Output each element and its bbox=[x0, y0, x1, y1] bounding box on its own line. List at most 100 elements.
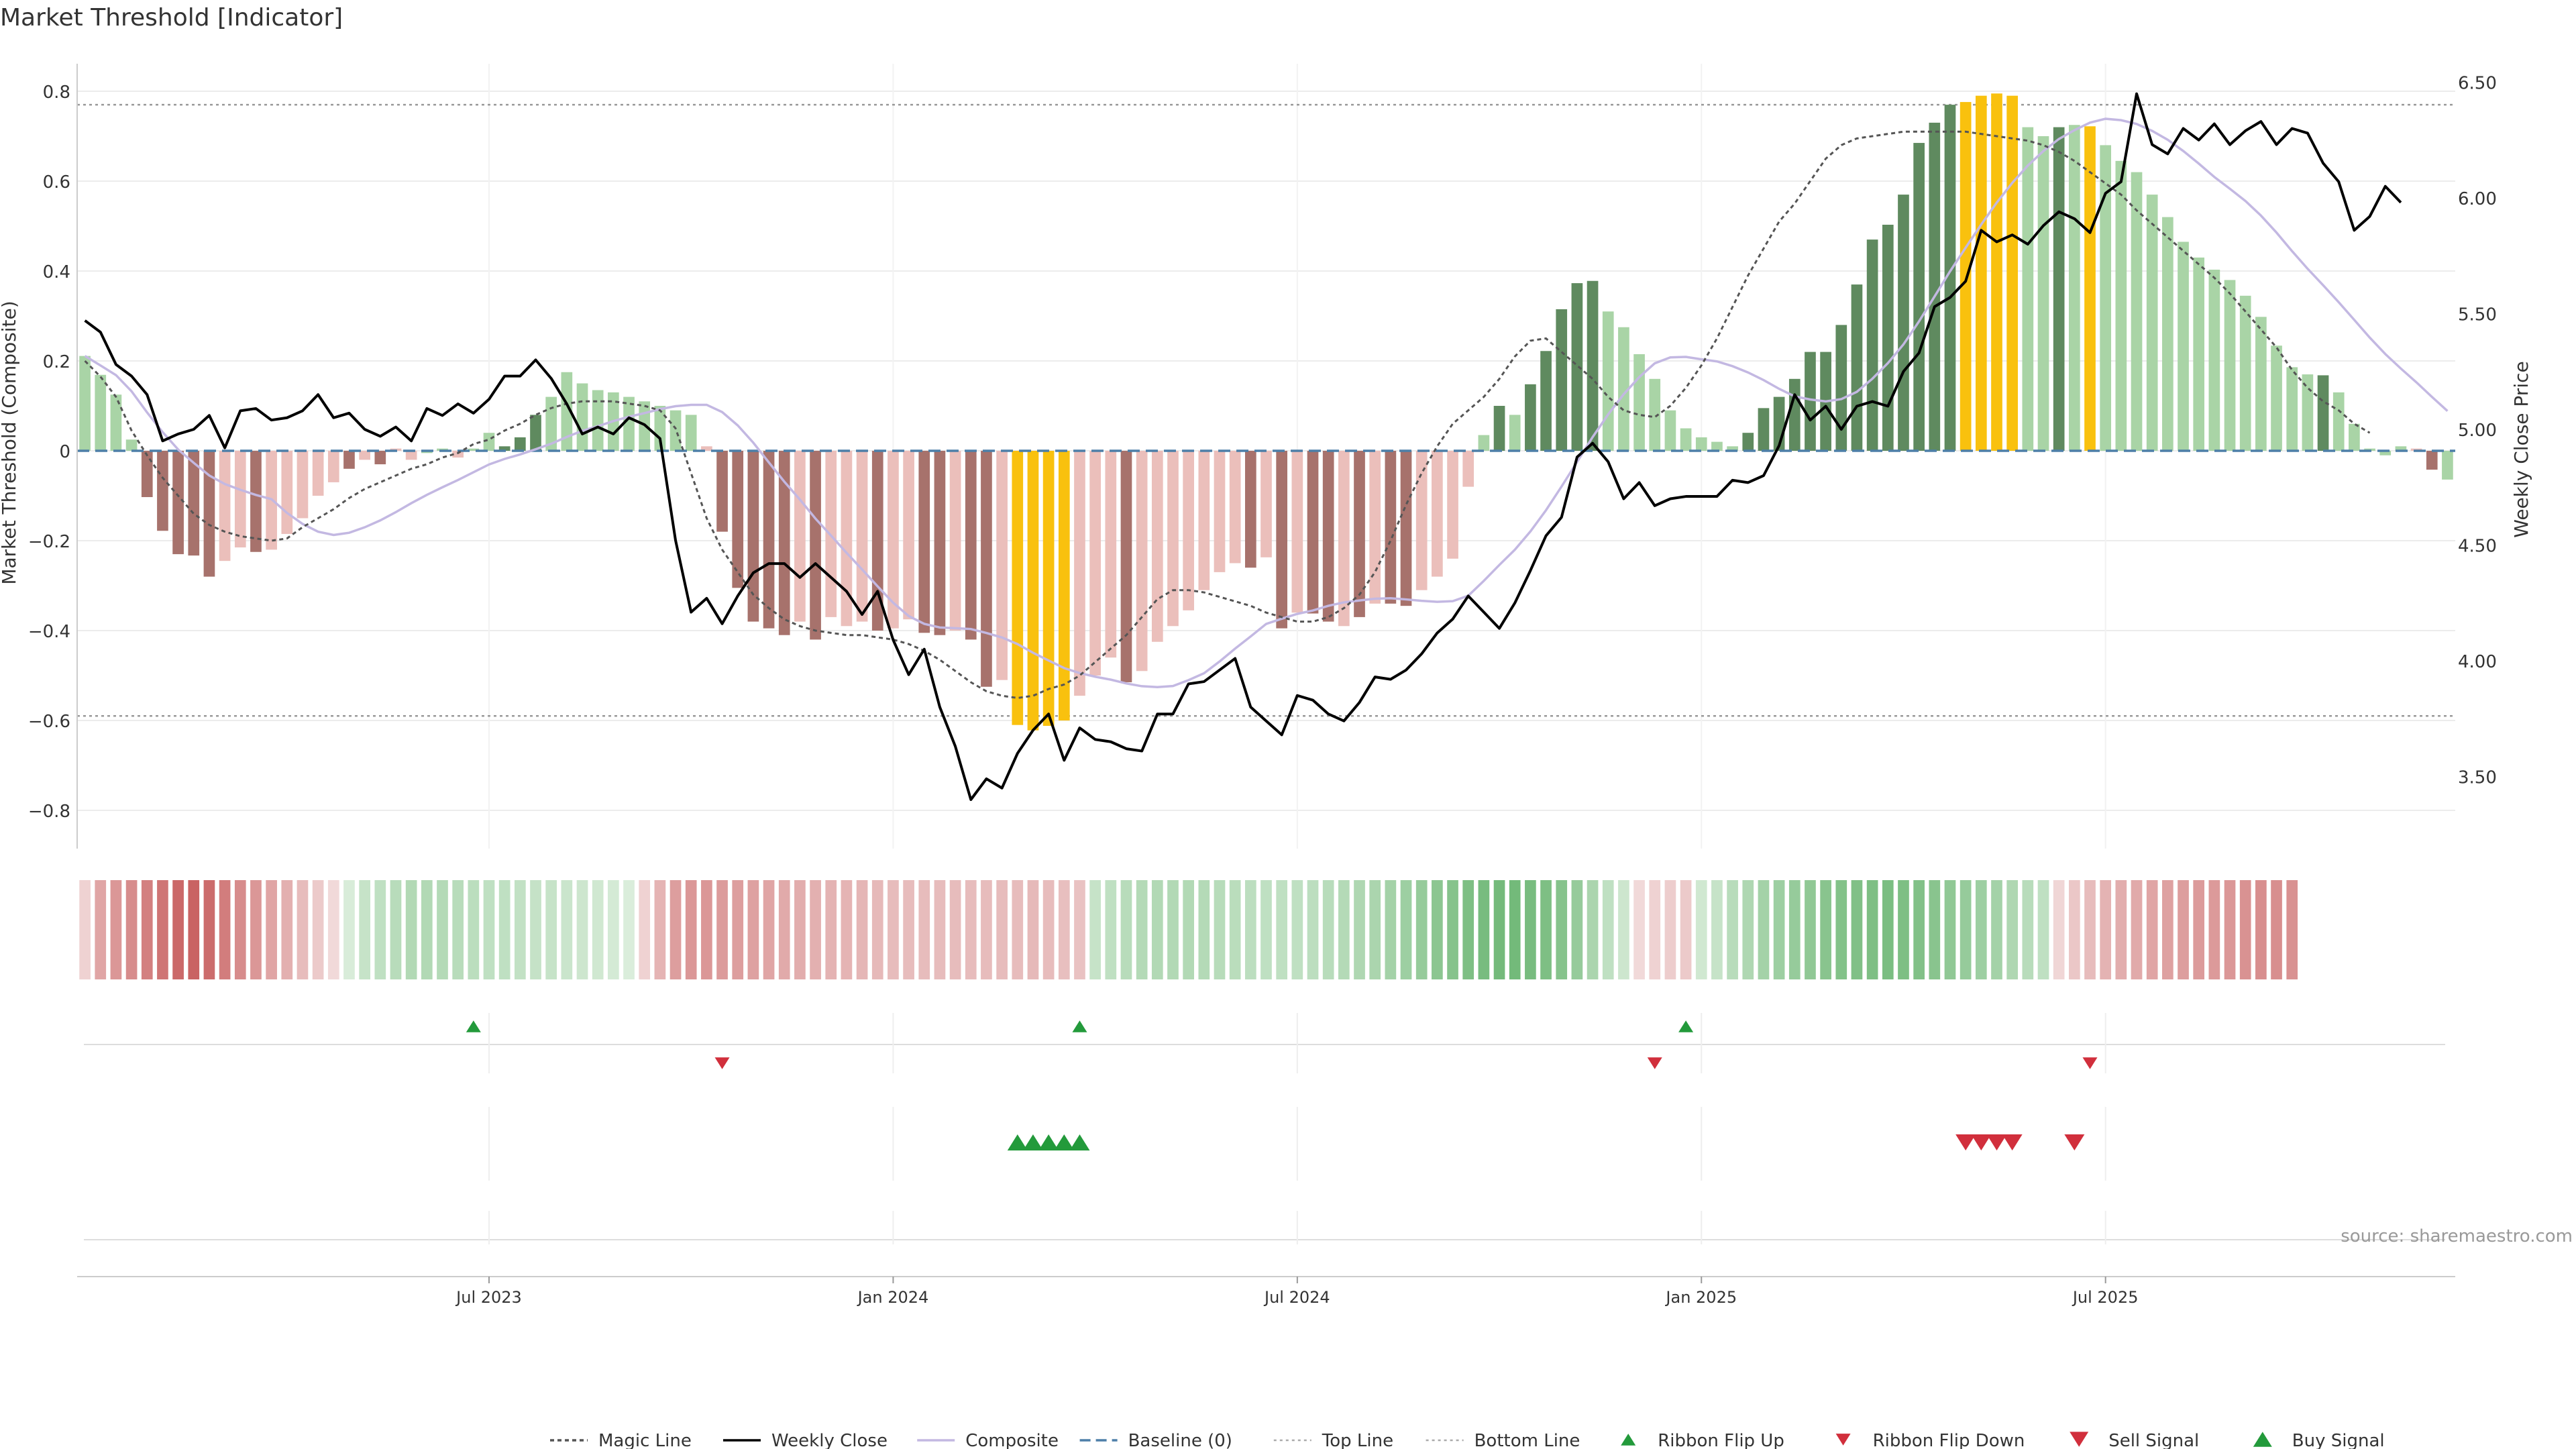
composite-bar bbox=[2053, 127, 2065, 451]
composite-bar bbox=[250, 451, 262, 552]
ribbon-cell bbox=[1929, 880, 1941, 979]
composite-bar bbox=[359, 451, 370, 460]
x-axis: Jul 2023 Jan 2024 Jul 2024 Jan 2025 Jul 2025 bbox=[77, 1276, 2455, 1307]
weekly-close-line bbox=[84, 92, 2402, 801]
ribbon-cell bbox=[1151, 880, 1163, 979]
ribbon-cell bbox=[1711, 880, 1723, 979]
ribbon-cell bbox=[825, 880, 837, 979]
ribbon-cell bbox=[732, 880, 744, 979]
ribbon-cell bbox=[871, 880, 883, 979]
composite-bar bbox=[2006, 95, 2018, 451]
composite-bar bbox=[701, 446, 712, 451]
y-tick-label-right: 6.50 bbox=[2458, 74, 2497, 94]
x-tick-label: Jan 2025 bbox=[1664, 1288, 1737, 1307]
composite-bar bbox=[2178, 241, 2189, 451]
ribbon-cell bbox=[1540, 880, 1552, 979]
composite-bar bbox=[1447, 451, 1458, 559]
composite-bar bbox=[841, 451, 853, 627]
sell-signal-marker bbox=[2064, 1134, 2085, 1150]
composite-bar bbox=[1618, 327, 1629, 451]
ribbon-cell bbox=[95, 880, 107, 979]
composite-bar bbox=[498, 446, 511, 451]
composite-bar bbox=[778, 451, 790, 635]
ribbon-cell bbox=[1742, 880, 1754, 979]
composite-bar bbox=[95, 374, 107, 451]
composite-bar bbox=[1788, 378, 1801, 451]
composite-bar bbox=[2208, 269, 2220, 451]
ribbon-cell bbox=[654, 880, 666, 979]
sell-signal-marker bbox=[1986, 1134, 2007, 1150]
ribbon-cell bbox=[1835, 880, 1847, 979]
ribbon-cell bbox=[1354, 880, 1365, 979]
legend-swatch bbox=[1621, 1434, 1636, 1446]
ribbon-cell bbox=[608, 880, 619, 979]
composite-bar bbox=[685, 415, 697, 451]
composite-bar bbox=[1167, 451, 1179, 627]
composite-bar bbox=[1400, 451, 1412, 606]
y-tick-label-left: 0.2 bbox=[43, 352, 70, 372]
y-axis-right-label: Weekly Close Price bbox=[2510, 361, 2532, 537]
sell-signal-marker bbox=[1971, 1134, 1992, 1150]
composite-bar bbox=[219, 451, 231, 561]
ribbon-cell bbox=[2178, 880, 2189, 979]
ribbon-cell bbox=[1571, 880, 1583, 979]
composite-bar bbox=[2146, 195, 2158, 451]
axes: 0.8 0.6 0.4 0.2 0 −0.2 −0.4 −0.6 −0.8 6.50 6.00 5.5… bbox=[28, 64, 2497, 849]
ribbon-cell bbox=[327, 880, 339, 979]
composite-bar bbox=[2317, 375, 2329, 451]
composite-bar bbox=[1556, 309, 1568, 451]
legend-swatch bbox=[1835, 1434, 1851, 1446]
ribbon-cell bbox=[794, 880, 806, 979]
ribbon-cell bbox=[1851, 880, 1863, 979]
composite-line bbox=[84, 117, 2449, 688]
ribbon-cell bbox=[1089, 880, 1101, 979]
ribbon-cell bbox=[483, 880, 495, 979]
legend-item: Buy Signal bbox=[2253, 1431, 2385, 1449]
ribbon-cell bbox=[2053, 880, 2065, 979]
composite-bar bbox=[1151, 451, 1163, 642]
ribbon-cell bbox=[1307, 880, 1319, 979]
ribbon-cell bbox=[2115, 880, 2127, 979]
ribbon-cell bbox=[1773, 880, 1785, 979]
composite-bar bbox=[1058, 451, 1070, 720]
legend-item: Composite bbox=[917, 1431, 1059, 1449]
ribbon-cell bbox=[918, 880, 930, 979]
composite-bar bbox=[2239, 295, 2251, 451]
threshold-lines bbox=[77, 103, 2455, 717]
composite-bar bbox=[576, 383, 588, 451]
ribbon-cell bbox=[1525, 880, 1536, 979]
ribbon-cell bbox=[716, 880, 728, 979]
ribbon-cell bbox=[266, 880, 277, 979]
composite-bar bbox=[763, 451, 775, 629]
composite-bar bbox=[2022, 127, 2034, 451]
y-tick-label-left: 0.6 bbox=[43, 172, 70, 193]
buy-signal-marker bbox=[1069, 1134, 1090, 1150]
ribbon-cell bbox=[1680, 880, 1692, 979]
composite-bar bbox=[2131, 172, 2143, 451]
ribbon-cell bbox=[2271, 880, 2282, 979]
legend-item: Top Line bbox=[1273, 1431, 1393, 1449]
composite-bar bbox=[281, 451, 293, 534]
composite-bar bbox=[732, 451, 744, 588]
ribbon-cell bbox=[1944, 880, 1956, 979]
ribbon-cell bbox=[561, 880, 573, 979]
legend-item: Sell Signal bbox=[2070, 1431, 2199, 1449]
ribbon-cell bbox=[157, 880, 168, 979]
ribbon-cell bbox=[515, 880, 526, 979]
ribbon-cell bbox=[1244, 880, 1256, 979]
composite-bar bbox=[2084, 126, 2096, 451]
composite-bar bbox=[1727, 446, 1738, 451]
composite-bar bbox=[2286, 367, 2298, 451]
legend-label: Ribbon Flip Down bbox=[1873, 1431, 2025, 1449]
composite-bar bbox=[1835, 325, 1847, 451]
ribbon-cell bbox=[841, 880, 853, 979]
composite-bar bbox=[1276, 451, 1288, 629]
ribbon-cell bbox=[437, 880, 448, 979]
composite-bar bbox=[141, 451, 153, 498]
y-tick-label-left: −0.8 bbox=[28, 802, 70, 822]
ribbon-cell bbox=[592, 880, 604, 979]
ribbon-cell bbox=[2162, 880, 2174, 979]
ribbon-cell bbox=[390, 880, 402, 979]
ribbon-cell bbox=[2146, 880, 2158, 979]
